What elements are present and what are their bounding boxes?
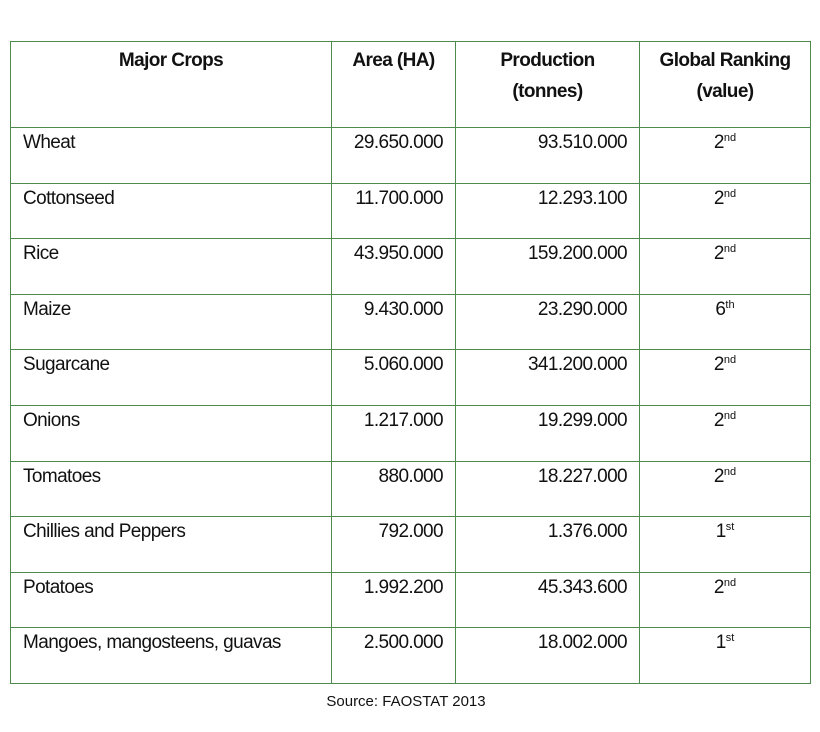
table-row: Rice 43.950.000 159.200.000 2nd [10,238,811,295]
table-cell: 6th [639,293,811,351]
rank-number: 2 [713,409,725,431]
table-cell: 29.650.000 [331,127,456,184]
rank-suffix: nd [723,132,737,144]
rank-number: 6 [715,298,726,320]
rank-suffix: th [725,298,735,311]
table-cell: 2nd [639,404,811,462]
table-cell: 1st [639,516,811,573]
table-cell: Sugarcane [10,349,332,406]
table-cell: 159.200.000 [455,238,640,295]
header-line: Production [500,50,595,71]
table-cell: Cottonseed [10,182,332,240]
rank-number: 2 [713,187,725,209]
table-cell: 1.992.200 [331,571,456,629]
source-note: Source: FAOSTAT 2013 [326,693,486,710]
table-row: Sugarcane 5.060.000 341.200.000 2nd [10,349,811,406]
table-cell: 12.293.100 [455,182,640,240]
rank-suffix: nd [723,465,737,478]
table-cell: 23.290.000 [455,293,640,351]
table-cell: 2nd [639,460,811,518]
table-cell: 2nd [639,349,811,406]
rank-number: 1 [715,632,727,654]
header-cell: Major Crops [10,41,332,128]
rank-suffix: nd [723,243,737,256]
rank-suffix: nd [723,187,737,200]
rank-number: 2 [713,354,725,376]
table-cell: Wheat [10,127,332,184]
table-cell: 9.430.000 [331,293,456,351]
table-cell: 18.002.000 [455,627,640,684]
rank-suffix: nd [723,354,737,367]
table-cell: Tomatoes [10,460,332,518]
rank-number: 2 [713,465,725,487]
table-cell: 2.500.000 [331,627,456,684]
header-cell: Global Ranking (value) [639,41,811,128]
table-cell: 1st [639,627,811,684]
table-cell: Onions [10,404,332,462]
rank-number: 2 [713,576,725,598]
header-row: Major Crops Area (HA) Production (tonnes) Gl… [10,41,811,128]
table-cell: 5.060.000 [331,349,456,406]
table-cell: 43.950.000 [331,238,456,295]
header-line: (tonnes) [512,81,583,102]
rank-suffix: nd [723,409,737,422]
table-cell: Maize [10,293,332,351]
rank-number: 1 [715,521,727,543]
table-row: Onions 1.217.000 19.299.000 2nd [10,404,811,462]
header-line: Global Ranking [659,50,792,71]
header-line: Major Crops [118,50,224,71]
table-row: Maize 9.430.000 23.290.000 6th [10,293,811,351]
table-row: Cottonseed 11.700.000 12.293.100 2nd [10,182,811,240]
header-line: Area (HA) [352,50,435,71]
table-cell: Mangoes, mangosteens, guavas [10,627,332,684]
table-cell: 11.700.000 [331,182,456,240]
table-cell: Potatoes [10,571,332,629]
table-row: Tomatoes 880.000 18.227.000 2nd [10,460,811,518]
table-row: Wheat 29.650.000 93.510.000 2nd [10,127,811,184]
rank-number: 2 [713,243,725,265]
rank-number: 2 [713,132,725,153]
table-cell: 2nd [639,571,811,629]
table-body: Wheat 29.650.000 93.510.000 2nd Cottonseed 11… [10,127,811,684]
table-row: Potatoes 1.992.200 45.343.600 2nd [10,571,811,629]
header-cell: Area (HA) [331,41,456,128]
table-row: Mangoes, mangosteens, guavas 2.500.000 18.… [10,627,811,684]
table-cell: 19.299.000 [455,404,640,462]
table-cell: 93.510.000 [455,127,640,184]
table-cell: Rice [10,238,332,295]
header-cell: Production (tonnes) [455,41,640,128]
table-cell: 2nd [639,127,811,184]
table-cell: 45.343.600 [455,571,640,629]
table-cell: 2nd [639,182,811,240]
rank-suffix: st [725,521,735,534]
crop-table: Major Crops Area (HA) Production (tonnes) Gl… [10,41,811,684]
table-cell: 792.000 [331,516,456,573]
header-line: (value) [696,81,754,102]
table-cell: 880.000 [331,460,456,518]
table-cell: Chillies and Peppers [10,516,332,573]
rank-suffix: nd [723,576,737,589]
table-cell: 1.376.000 [455,516,640,573]
table-cell: 2nd [639,238,811,295]
table-cell: 18.227.000 [455,460,640,518]
table-row: Chillies and Peppers 792.000 1.376.000 1st [10,516,811,573]
table-cell: 1.217.000 [331,404,456,462]
table-cell: 341.200.000 [455,349,640,406]
rank-suffix: st [725,632,735,645]
